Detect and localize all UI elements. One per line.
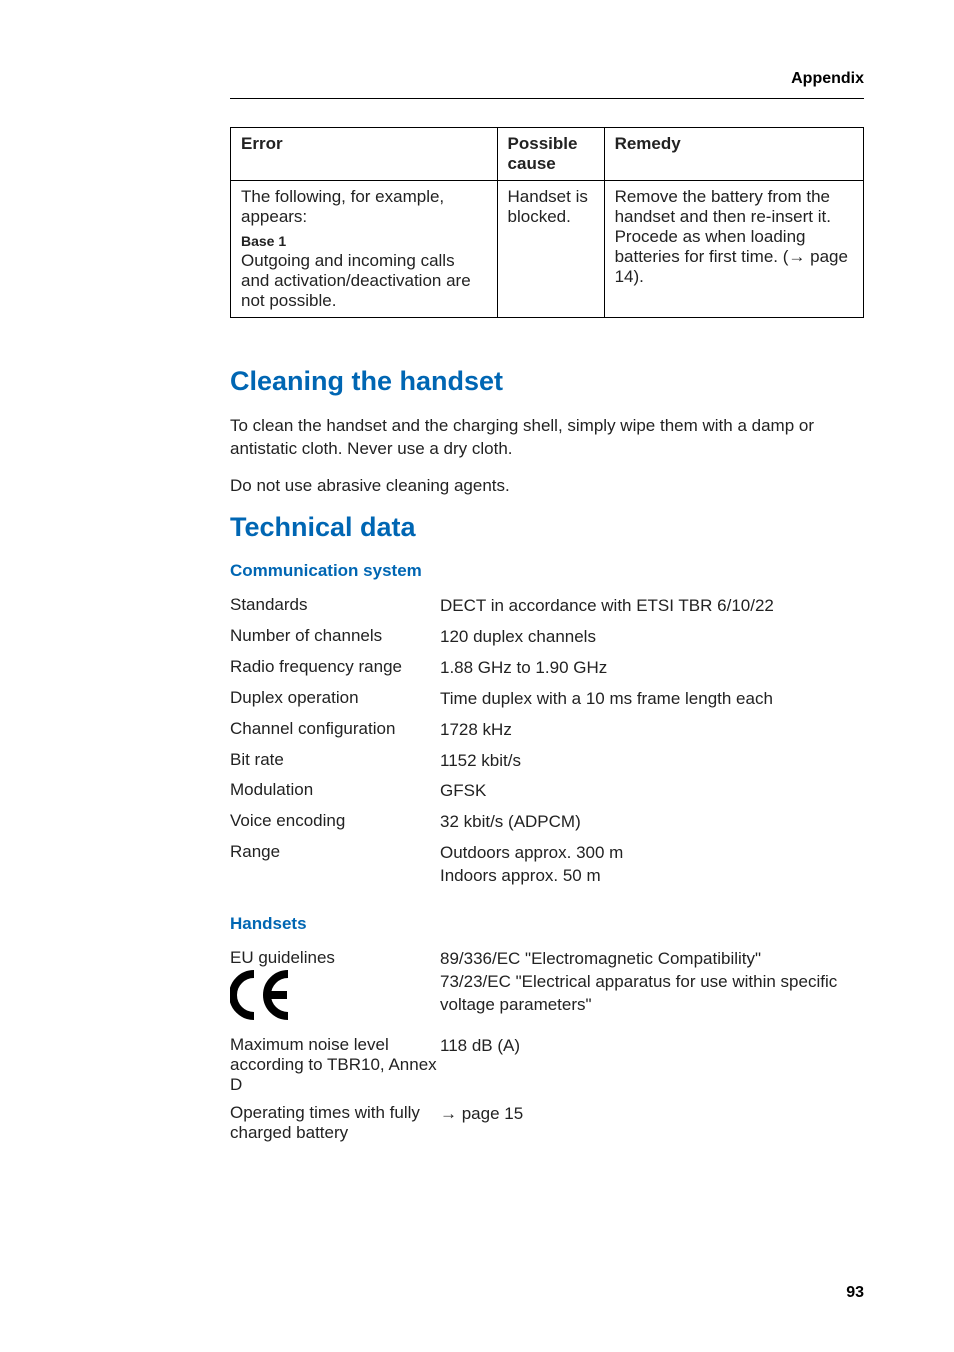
cell-error: The following, for example, appears: Bas… <box>231 181 498 318</box>
eu-label: EU guidelines <box>230 948 440 1027</box>
optime-page: page 15 <box>457 1104 523 1123</box>
col-remedy: Remedy <box>604 128 863 181</box>
spec-value: 1728 kHz <box>440 719 512 742</box>
spec-row-noise: Maximum noise level according to TBR10, … <box>230 1035 864 1095</box>
error-table: Error Possible cause Remedy The followin… <box>230 127 864 318</box>
spec-value: 1152 kbit/s <box>440 750 521 773</box>
spec-value: 1.88 GHz to 1.90 GHz <box>440 657 607 680</box>
page-number: 93 <box>846 1284 864 1302</box>
cleaning-title: Cleaning the handset <box>230 366 864 397</box>
spec-value: GFSK <box>440 780 486 803</box>
spec-row: Voice encoding32 kbit/s (ADPCM) <box>230 811 864 834</box>
spec-value: Outdoors approx. 300 m Indoors approx. 5… <box>440 842 623 888</box>
spec-value: 120 duplex channels <box>440 626 596 649</box>
spec-label: Number of channels <box>230 626 440 649</box>
table-header-row: Error Possible cause Remedy <box>231 128 864 181</box>
spec-label: Voice encoding <box>230 811 440 834</box>
spec-row: ModulationGFSK <box>230 780 864 803</box>
header-rule <box>230 98 864 99</box>
spec-row-optime: Operating times with fully charged batte… <box>230 1103 864 1143</box>
cell-remedy: Remove the battery from the handset and … <box>604 181 863 318</box>
error-detail: Outgoing and incoming calls and activati… <box>241 251 471 310</box>
spec-value: Time duplex with a 10 ms frame length ea… <box>440 688 773 711</box>
cleaning-p2: Do not use abrasive cleaning agents. <box>230 475 864 498</box>
eu-label-text: EU guidelines <box>230 948 440 968</box>
cell-cause: Handset is blocked. <box>497 181 604 318</box>
arrow-icon: → <box>440 1104 457 1123</box>
spec-row: Duplex operationTime duplex with a 10 ms… <box>230 688 864 711</box>
handsets-subtitle: Handsets <box>230 914 864 934</box>
eu-val2: 73/23/EC "Electrical apparatus for use w… <box>440 971 864 1017</box>
ce-mark-icon <box>230 970 440 1027</box>
cleaning-p1: To clean the handset and the charging sh… <box>230 415 864 461</box>
error-intro: The following, for example, appears: <box>241 187 444 226</box>
spec-label: Channel configuration <box>230 719 440 742</box>
spec-label: Standards <box>230 595 440 618</box>
spec-label: Bit rate <box>230 750 440 773</box>
optime-value: → page 15 <box>440 1103 523 1143</box>
noise-label: Maximum noise level according to TBR10, … <box>230 1035 440 1095</box>
spec-row-eu: EU guidelines 89/336/EC "Electromagnetic… <box>230 948 864 1027</box>
optime-label: Operating times with fully charged batte… <box>230 1103 440 1143</box>
spec-value: DECT in accordance with ETSI TBR 6/10/22 <box>440 595 774 618</box>
spec-row: Channel configuration1728 kHz <box>230 719 864 742</box>
col-cause: Possible cause <box>497 128 604 181</box>
error-base: Base 1 <box>241 233 487 249</box>
spec-value: 32 kbit/s (ADPCM) <box>440 811 581 834</box>
col-error: Error <box>231 128 498 181</box>
spec-row: StandardsDECT in accordance with ETSI TB… <box>230 595 864 618</box>
spec-label: Range <box>230 842 440 888</box>
table-row: The following, for example, appears: Bas… <box>231 181 864 318</box>
spec-label: Modulation <box>230 780 440 803</box>
spec-row: Number of channels120 duplex channels <box>230 626 864 649</box>
spec-row: Bit rate1152 kbit/s <box>230 750 864 773</box>
spec-label: Radio frequency range <box>230 657 440 680</box>
spec-row: Radio frequency range1.88 GHz to 1.90 GH… <box>230 657 864 680</box>
spec-label: Duplex operation <box>230 688 440 711</box>
eu-value: 89/336/EC "Electromagnetic Compatibility… <box>440 948 864 1027</box>
comm-spec-list: StandardsDECT in accordance with ETSI TB… <box>230 595 864 888</box>
arrow-icon: → <box>788 247 805 266</box>
technical-title: Technical data <box>230 512 864 543</box>
spec-row: RangeOutdoors approx. 300 m Indoors appr… <box>230 842 864 888</box>
eu-val1: 89/336/EC "Electromagnetic Compatibility… <box>440 948 864 971</box>
comm-subtitle: Communication system <box>230 561 864 581</box>
header-label: Appendix <box>230 70 864 88</box>
noise-value: 118 dB (A) <box>440 1035 520 1095</box>
